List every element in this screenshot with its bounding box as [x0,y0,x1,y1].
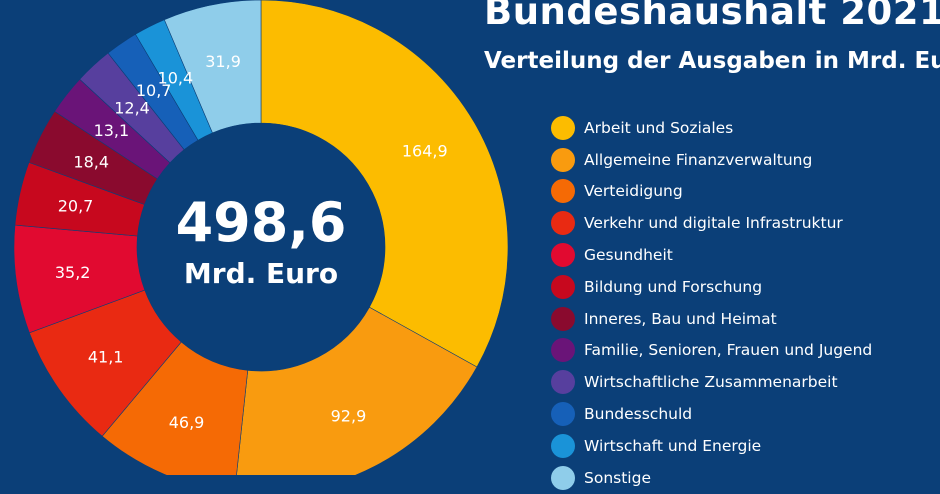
slice-value-label: 31,9 [205,52,241,71]
slice-value-label: 35,2 [55,263,91,282]
legend-item: Sonstige [551,462,872,494]
center-total-unit: Mrd. Euro [184,257,338,290]
legend-swatch [551,147,575,172]
legend-label: Arbeit und Soziales [584,118,734,137]
legend-label: Bundesschuld [584,405,693,424]
slice-value-label: 46,9 [169,413,205,432]
legend-label: Wirtschaft und Energie [584,436,762,455]
legend-label: Allgemeine Finanzverwaltung [584,150,813,169]
slice-value-label: 92,9 [331,407,367,426]
slice-value-label: 164,9 [402,142,448,161]
legend-swatch [551,465,575,490]
legend-item: Allgemeine Finanzverwaltung [551,144,872,176]
legend-item: Wirtschaft und Energie [551,430,872,462]
legend-swatch [551,338,575,363]
legend-item: Familie, Senioren, Frauen und Jugend [551,335,872,367]
legend-label: Verteidigung [584,182,683,201]
legend-item: Bildung und Forschung [551,271,872,303]
legend: Arbeit und Soziales Allgemeine Finanzverw… [551,112,872,494]
slice-value-label: 18,4 [73,153,109,172]
center-total-value: 498,6 [176,191,347,254]
legend-label: Verkehr und digitale Infrastruktur [584,214,843,233]
legend-swatch [551,274,575,299]
legend-label: Familie, Senioren, Frauen und Jugend [584,341,873,360]
legend-label: Inneres, Bau und Heimat [584,309,777,328]
slice-value-label: 10,4 [158,68,194,87]
chart-title: Bundeshaushalt 2021 [484,0,940,33]
legend-item: Gesundheit [551,239,872,271]
slice-value-label: 10,7 [136,81,172,100]
slice-value-label: 20,7 [58,197,94,216]
legend-item: Verkehr und digitale Infrastruktur [551,207,872,239]
slice-value-label: 13,1 [94,121,130,140]
legend-label: Gesundheit [584,246,673,265]
slice-value-label: 12,4 [114,98,150,117]
chart-subtitle: Verteilung der Ausgaben in Mrd. Euro [484,48,940,74]
legend-swatch [551,179,575,204]
legend-label: Wirtschaftliche Zusammenarbeit [584,373,838,392]
legend-label: Bildung und Forschung [584,277,763,296]
slice-value-label: 41,1 [88,347,124,366]
legend-item: Wirtschaftliche Zusammenarbeit [551,366,872,398]
legend-item: Verteidigung [551,176,872,208]
legend-label: Sonstige [584,468,651,487]
legend-swatch [551,243,575,268]
legend-swatch [551,402,575,427]
legend-swatch [551,433,575,458]
legend-swatch [551,211,575,236]
legend-item: Bundesschuld [551,398,872,430]
legend-item: Arbeit und Soziales [551,112,872,144]
legend-swatch [551,370,575,395]
donut-hole [137,123,385,371]
donut-chart: 164,992,946,941,135,220,718,413,112,410,… [13,0,509,475]
legend-swatch [551,115,575,140]
legend-item: Inneres, Bau und Heimat [551,303,872,335]
legend-swatch [551,306,575,331]
